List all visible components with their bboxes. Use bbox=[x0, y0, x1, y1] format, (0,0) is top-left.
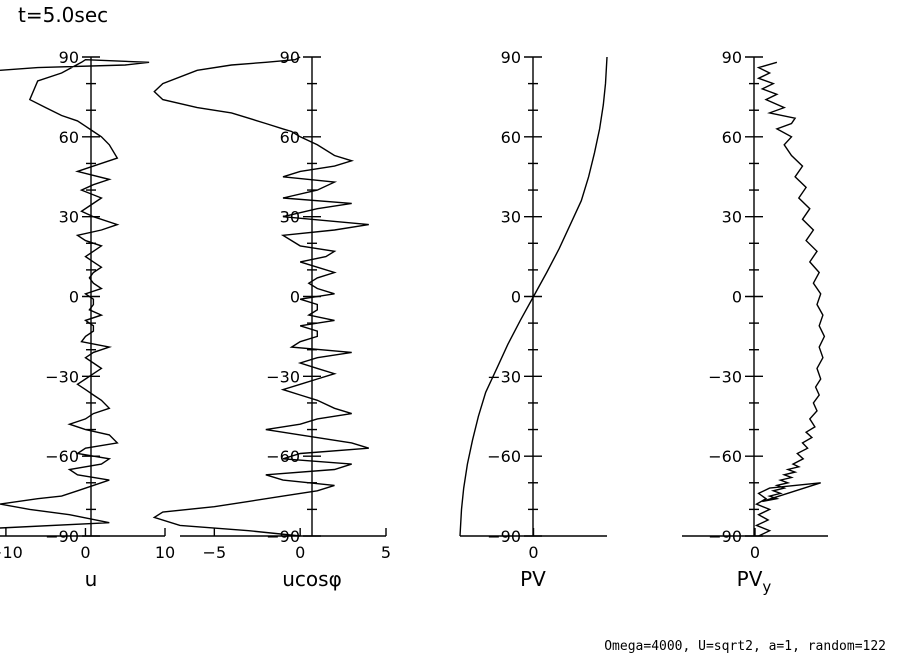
plot-panels: 90 60 30 0 −30 −60 −90 −10 0 10 u 90 60 30 0 −30 −60 −90 −… bbox=[0, 48, 828, 596]
y-tick-label: 60 bbox=[722, 128, 742, 147]
x-tick-label: 0 bbox=[295, 543, 305, 562]
panel-4: 90 60 30 0 −30 −60 −90 0 PVy bbox=[682, 48, 828, 596]
series-line bbox=[754, 61, 826, 537]
y-tick-label: −90 bbox=[487, 527, 521, 546]
y-tick-label: 60 bbox=[501, 128, 521, 147]
y-tick-label: −60 bbox=[487, 447, 521, 466]
x-tick-label: 0 bbox=[80, 543, 90, 562]
y-tick-label: 30 bbox=[501, 208, 521, 227]
panel-1: 90 60 30 0 −30 −60 −90 −10 0 10 u bbox=[0, 48, 175, 591]
series-line bbox=[459, 56, 608, 537]
x-tick-label: −5 bbox=[203, 543, 227, 562]
x-axis-label: PVy bbox=[737, 567, 772, 596]
x-tick-label: 10 bbox=[155, 543, 175, 562]
y-tick-label: −30 bbox=[708, 367, 742, 386]
y-tick-label: 60 bbox=[280, 128, 300, 147]
x-tick-label: 5 bbox=[381, 543, 391, 562]
x-tick-label: 0 bbox=[528, 543, 538, 562]
y-tick-label: −60 bbox=[266, 447, 300, 466]
y-tick-label: −30 bbox=[45, 367, 79, 386]
y-tick-label: 90 bbox=[501, 48, 521, 67]
y-tick-label: 90 bbox=[59, 48, 79, 67]
y-tick-label: 0 bbox=[511, 288, 521, 307]
series-line bbox=[0, 58, 150, 529]
y-tick-label: −30 bbox=[266, 367, 300, 386]
y-tick-label: 30 bbox=[59, 208, 79, 227]
x-axis-label: PV bbox=[520, 567, 546, 591]
footer-params: Omega=4000, U=sqrt2, a=1, random=122 bbox=[604, 639, 886, 654]
y-tick-label: 30 bbox=[722, 208, 742, 227]
x-axis-label-subscript: y bbox=[762, 578, 771, 596]
y-tick-label: −90 bbox=[708, 527, 742, 546]
y-tick-label: −90 bbox=[266, 527, 300, 546]
y-tick-label: 0 bbox=[290, 288, 300, 307]
y-tick-label: −60 bbox=[708, 447, 742, 466]
y-tick-label: −90 bbox=[45, 527, 79, 546]
y-tick-label: 60 bbox=[59, 128, 79, 147]
y-tick-label: 90 bbox=[280, 48, 300, 67]
x-tick-label: −10 bbox=[0, 543, 23, 562]
y-tick-label: 0 bbox=[69, 288, 79, 307]
x-tick-label: 0 bbox=[750, 543, 760, 562]
y-tick-label: −60 bbox=[45, 447, 79, 466]
y-tick-label: 90 bbox=[722, 48, 742, 67]
x-axis-label: ucosφ bbox=[282, 567, 342, 591]
y-tick-label: 0 bbox=[732, 288, 742, 307]
time-label: t=5.0sec bbox=[18, 3, 108, 27]
x-axis-label: u bbox=[85, 567, 98, 591]
series-line bbox=[152, 56, 370, 537]
